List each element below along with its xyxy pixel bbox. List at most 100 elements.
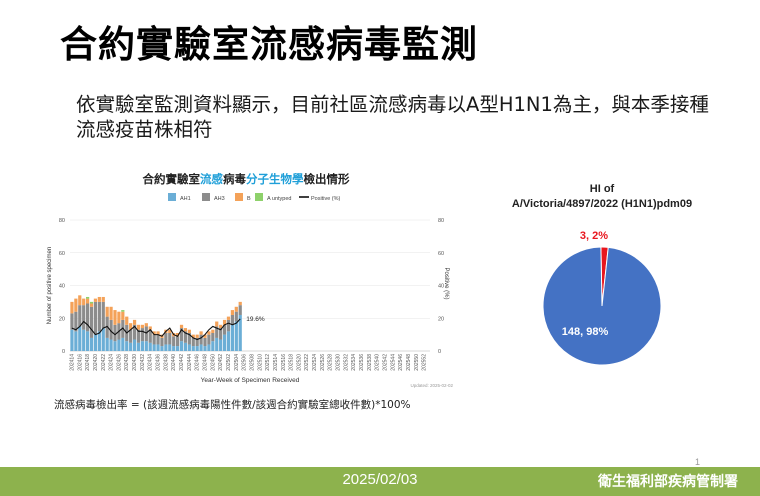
bar-segment-ah1 — [187, 344, 191, 351]
bar-segment-b — [179, 324, 184, 329]
y-tick-label: 60 — [59, 251, 65, 257]
bar-segment-ah3 — [234, 311, 238, 322]
x-tick-label: 202506 — [242, 354, 248, 371]
x-tick-label: 202416 — [77, 354, 83, 371]
bar-segment-ah1 — [140, 341, 144, 351]
x-tick-label: 202440 — [171, 354, 177, 371]
x-tick-label: 202446 — [195, 354, 201, 371]
x-tick-label: 202528 — [328, 354, 334, 371]
bar-segment-b — [105, 306, 109, 317]
bar-segment-ah1 — [164, 344, 168, 351]
x-tick-label: 202436 — [156, 354, 162, 371]
y-tick-label: 40 — [59, 284, 65, 290]
bar-segment-ah1 — [125, 341, 129, 351]
bar-segment-ah1 — [207, 344, 211, 351]
bar-segment-b — [89, 303, 94, 307]
bar-segment-ah1 — [93, 334, 98, 351]
bar-segment-ah1 — [109, 339, 113, 351]
x-tick-label: 202518 — [289, 354, 295, 371]
x-tick-label: 202422 — [101, 354, 107, 371]
line-end-annotation: 19.6% — [246, 316, 265, 323]
legend-swatch-ah3 — [202, 193, 210, 201]
legend-swatch-b — [235, 193, 243, 201]
x-tick-label: 202524 — [312, 354, 318, 371]
bar-segment-ah1 — [101, 328, 105, 351]
bar-segment-ah3 — [74, 311, 78, 332]
x-tick-label: 202420 — [93, 354, 99, 371]
bar-chart-title: 合約實驗室流感病毒分子生物學檢出情形 — [143, 172, 350, 186]
bar-segment-ah3 — [78, 305, 82, 327]
bar-segment-b — [117, 311, 121, 324]
bar-segment-b — [74, 298, 78, 312]
bar-segment-ah3 — [168, 332, 172, 345]
bar-segment-ah3 — [93, 301, 98, 335]
bar-segment-ah3 — [238, 305, 242, 315]
bar-chart: 合約實驗室流感病毒分子生物學檢出情形 AH1 AH3 B A untyped Posit… — [47, 172, 453, 388]
bar-segment-ah1 — [97, 331, 101, 351]
footer-organization: 衛生福利部疾病管制署 — [598, 474, 738, 490]
bar-segment-b — [168, 329, 172, 333]
legend-label: Positive (%) — [311, 196, 341, 202]
bar-segment-ah3 — [172, 336, 176, 347]
y-axis-label: Number of positive specimen — [47, 247, 53, 324]
x-tick-label: 202444 — [187, 354, 193, 371]
bar-segment-ah3 — [215, 326, 219, 338]
bar-segment-b — [230, 310, 234, 315]
bar-segment-ah1 — [234, 321, 238, 351]
bar-segment-ah3 — [152, 334, 156, 345]
bar-segment-ah3 — [86, 303, 90, 332]
x-tick-label: 202534 — [351, 354, 357, 371]
x-tick-label: 202530 — [336, 354, 342, 371]
bar-segment-b — [207, 331, 211, 335]
x-tick-label: 202544 — [390, 354, 396, 371]
x-tick-label: 202452 — [218, 354, 224, 371]
bar-segment-b — [113, 310, 117, 325]
bar-segment-ah1 — [179, 341, 184, 351]
bar-segment-b — [152, 331, 156, 335]
bar-chart-line: 19.6% — [71, 316, 265, 341]
x-tick-label: 202522 — [304, 354, 310, 371]
y-tick-label: 0 — [62, 349, 65, 355]
footer-bar: 2025/02/03 衛生福利部疾病管制署 — [0, 467, 760, 496]
bar-segment-ah1 — [70, 329, 74, 351]
x-tick-label: 202430 — [132, 354, 138, 371]
legend-label: AH3 — [214, 196, 225, 202]
pie-chart: HI of A/Victoria/4897/2022 (H1N1)pdm09 1… — [512, 183, 692, 366]
pie-slice — [542, 246, 662, 366]
summary-text: 依實驗室監測資料顯示，目前社區流感病毒以A型H1N1為主，與本季接種流感疫苗株相… — [76, 93, 709, 141]
x-tick-label: 202520 — [296, 354, 302, 371]
bar-chart-legend: AH1 AH3 B A untyped Positive (%) — [168, 193, 341, 202]
bar-segment-ah1 — [74, 331, 78, 351]
legend-label: B — [247, 196, 251, 202]
pie-slices: 148, 98% 3, 2% — [542, 230, 662, 366]
bar-segment-ah3 — [156, 334, 160, 345]
x-tick-label: 202426 — [116, 354, 122, 371]
bar-chart-title-part: 檢出情形 — [304, 172, 350, 186]
x-tick-label: 202548 — [406, 354, 412, 371]
bar-segment-ah3 — [219, 328, 223, 340]
bar-segment-b — [183, 328, 188, 332]
pie-title-line2: A/Victoria/4897/2022 (H1N1)pdm09 — [512, 198, 692, 210]
bar-segment-b — [97, 296, 101, 302]
bar-segment-ah3 — [97, 301, 101, 332]
bar-segment-b — [136, 324, 141, 330]
bar-segment-ah1 — [226, 331, 231, 351]
bar-segment-ah3 — [144, 326, 148, 342]
y2-tick-label: 20 — [438, 316, 444, 322]
bar-segment-b — [82, 298, 86, 306]
bar-segment-b — [191, 334, 195, 338]
bar-segment-ah3 — [176, 336, 180, 347]
legend-swatch-ah1 — [168, 193, 176, 201]
x-tick-label: 202540 — [375, 354, 381, 371]
bar-segment-b — [78, 295, 82, 306]
bar-segment-b — [215, 321, 219, 327]
bar-segment-b — [226, 316, 231, 320]
bar-segment-b — [195, 334, 199, 338]
bar-chart-title-part: 分子生物學 — [246, 172, 304, 186]
x-tick-label: 202450 — [210, 354, 216, 371]
legend-swatch-a-untyped — [255, 193, 263, 201]
bar-segment-b — [121, 311, 125, 320]
bar-segment-b — [93, 298, 98, 302]
